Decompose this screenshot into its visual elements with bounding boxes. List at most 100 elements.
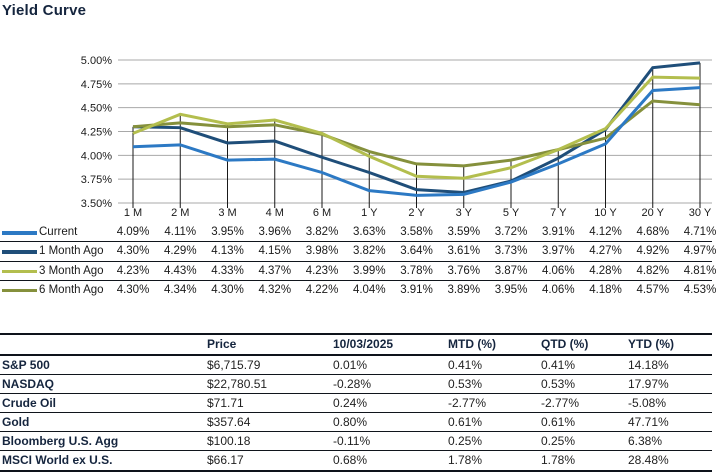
legend-value: 3.98%: [305, 245, 339, 258]
asset-name: MSCI World ex U.S.: [2, 453, 113, 467]
legend-value: 4.97%: [683, 245, 717, 258]
legend-value: 3.76%: [447, 264, 481, 277]
cell-ytd: -5.08%: [628, 396, 667, 410]
column-header: YTD (%): [628, 337, 674, 351]
cell-qtd: -2.77%: [541, 396, 580, 410]
legend-table: Current 4.09% 4.11% 3.95% 3.96% 3.82% 3.63% 3.5…: [0, 223, 716, 300]
legend-series-label: Current: [39, 226, 78, 238]
legend-value: 4.57%: [636, 283, 670, 296]
page-title: Yield Curve: [2, 2, 87, 19]
legend-value: 3.64%: [400, 245, 433, 258]
cell-qtd: 0.61%: [541, 415, 576, 429]
cell-qtd: 1.78%: [541, 453, 576, 467]
x-axis-tick-label: 5 Y: [503, 207, 520, 219]
legend-value: 4.71%: [683, 226, 717, 238]
legend-row: Current 4.09% 4.11% 3.95% 3.96% 3.82% 3.63% 3.5…: [0, 223, 716, 243]
table-row: NASDAQ $22,780.51 -0.28% 0.53% 0.53% 17.97%: [0, 375, 712, 394]
legend-value: 3.59%: [447, 226, 481, 238]
x-axis-tick-label: 1 M: [124, 207, 142, 219]
legend-line-swatch: [2, 231, 37, 235]
legend-value: 4.04%: [352, 283, 386, 296]
legend-value: 4.15%: [258, 245, 292, 258]
legend-line-swatch: [2, 269, 37, 274]
x-axis-tick-label: 30 Y: [689, 207, 712, 219]
cell-ytd: 6.38%: [628, 434, 663, 448]
asset-name: S&P 500: [2, 358, 50, 372]
column-header: 10/03/2025: [333, 337, 394, 351]
cell-mtd: 0.61%: [448, 415, 483, 429]
y-axis-tick-label: 3.75%: [81, 174, 112, 186]
legend-value: 3.96%: [258, 226, 292, 238]
x-axis-tick-label: 6 M: [313, 207, 331, 219]
x-axis-tick-label: 4 M: [266, 207, 284, 219]
cell-day: -0.11%: [333, 434, 371, 448]
x-axis-tick-label: 1 Y: [361, 207, 378, 219]
legend-value: 4.30%: [211, 283, 244, 296]
legend-value: 3.58%: [400, 226, 433, 238]
x-axis-tick-label: 3 M: [218, 207, 236, 219]
y-axis-tick-label: 4.75%: [81, 79, 112, 91]
legend-row: 3 Month Ago 4.23% 4.43% 4.33% 4.37% 4.23% 3.99…: [0, 262, 716, 281]
asset-name: Gold: [2, 415, 30, 429]
legend-value: 4.68%: [636, 226, 670, 238]
legend-value: 3.73%: [494, 245, 528, 258]
legend-value: 4.30%: [116, 283, 150, 296]
table-row: Crude Oil $71.71 0.24% -2.77% -2.77% -5.08%: [0, 394, 712, 413]
legend-value: 4.30%: [116, 245, 150, 258]
legend-value: 4.18%: [589, 283, 622, 296]
legend-value: 3.63%: [352, 226, 386, 238]
cell-day: 0.80%: [333, 415, 368, 429]
legend-value: 4.37%: [258, 264, 292, 277]
legend-series-label: 1 Month Ago: [39, 245, 104, 258]
legend-value: 3.99%: [352, 264, 386, 277]
legend-value: 3.87%: [494, 264, 528, 277]
asset-name: NASDAQ: [2, 377, 55, 391]
legend-value: 4.09%: [116, 226, 150, 238]
y-axis-tick-label: 3.50%: [81, 198, 112, 210]
legend-value: 3.89%: [447, 283, 481, 296]
legend-value: 3.95%: [211, 226, 244, 238]
table-row: MSCI World ex U.S. $66.17 0.68% 1.78% 1.78% 2…: [0, 451, 712, 470]
x-axis-tick-label: 20 Y: [642, 207, 665, 219]
cell-ytd: 28.48%: [628, 453, 669, 467]
legend-value: 4.12%: [589, 226, 622, 238]
cell-qtd: 0.41%: [541, 358, 576, 372]
legend-value: 3.91%: [400, 283, 433, 296]
legend-value: 3.61%: [447, 245, 481, 258]
legend-value: 4.28%: [589, 264, 622, 277]
legend-line-swatch: [2, 288, 37, 293]
legend-value: 4.92%: [636, 245, 670, 258]
legend-value: 4.11%: [164, 226, 197, 238]
legend-value: 3.72%: [494, 226, 528, 238]
cell-mtd: -2.77%: [448, 396, 487, 410]
cell-day: 0.24%: [333, 396, 368, 410]
legend-value: 4.22%: [305, 283, 339, 296]
legend-value: 4.32%: [258, 283, 292, 296]
table-row: Gold $357.64 0.80% 0.61% 0.61% 47.71%: [0, 413, 712, 432]
cell-qtd: 0.53%: [541, 377, 576, 391]
x-axis-tick-label: 2 Y: [408, 207, 425, 219]
x-axis-tick-label: 7 Y: [550, 207, 567, 219]
legend-series-label: 6 Month Ago: [39, 283, 104, 296]
column-header: QTD (%): [541, 337, 589, 351]
legend-value: 3.91%: [541, 226, 575, 238]
legend-value: 4.23%: [305, 264, 339, 277]
cell-price: $66.17: [207, 453, 244, 467]
table-row: Bloomberg U.S. Agg $100.18 -0.11% 0.25% 0.25…: [0, 432, 712, 451]
column-header: MTD (%): [448, 337, 496, 351]
cell-price: $22,780.51: [207, 377, 268, 391]
y-axis-tick-label: 4.25%: [81, 127, 112, 139]
cell-mtd: 1.78%: [448, 453, 483, 467]
x-axis-tick-label: 3 Y: [456, 207, 473, 219]
yield-curve-chart: 5.00% 4.75% 4.50% 4.25% 4.00% 3.75% 3.50% 1 M 2 …: [81, 55, 712, 219]
table-row: S&P 500 $6,715.79 0.01% 0.41% 0.41% 14.18%: [0, 356, 712, 375]
legend-series-label: 3 Month Ago: [39, 264, 104, 277]
legend-value: 4.43%: [163, 264, 197, 277]
x-axis-tick-label: 2 M: [171, 207, 189, 219]
cell-price: $100.18: [207, 434, 251, 448]
cell-ytd: 47.71%: [628, 415, 669, 429]
legend-value: 4.33%: [211, 264, 244, 277]
cell-day: 0.01%: [333, 358, 368, 372]
legend-value: 4.53%: [683, 283, 717, 296]
cell-price: $71.71: [207, 396, 244, 410]
